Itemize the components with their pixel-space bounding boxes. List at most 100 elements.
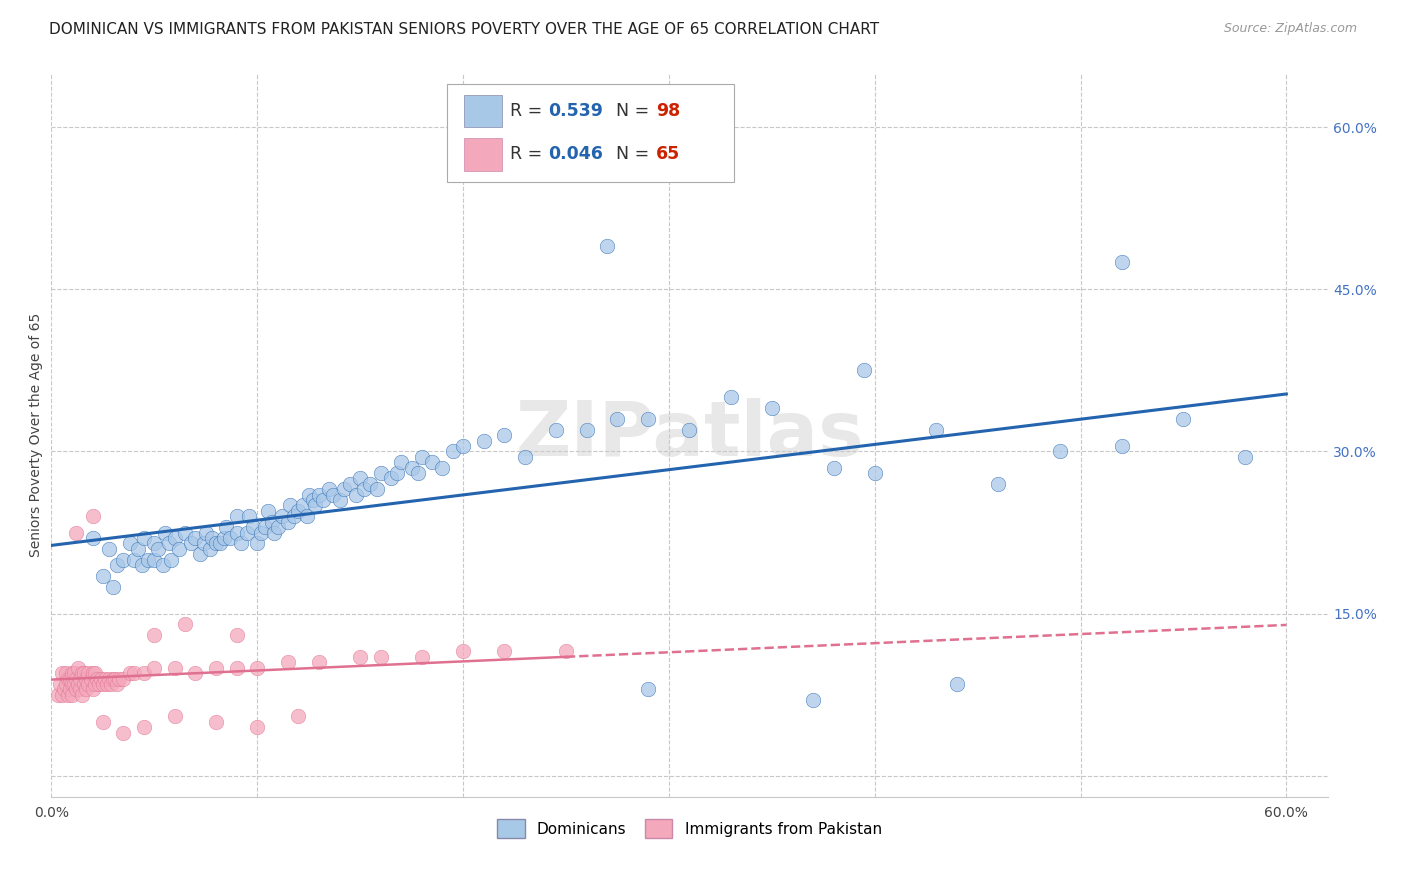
Point	[143, 628, 166, 642]
Point	[225, 509, 247, 524]
Point	[606, 412, 628, 426]
Point	[65, 672, 87, 686]
Point	[472, 434, 495, 448]
Point	[86, 672, 108, 686]
Point	[132, 531, 155, 545]
Point	[148, 541, 170, 556]
Point	[277, 655, 299, 669]
Point	[118, 536, 141, 550]
Point	[118, 666, 141, 681]
Point	[65, 525, 87, 540]
Point	[328, 493, 350, 508]
Point	[72, 688, 94, 702]
Point	[287, 709, 309, 723]
Point	[441, 444, 464, 458]
Point	[278, 499, 301, 513]
Point	[295, 509, 318, 524]
Text: N =: N =	[605, 145, 655, 163]
Point	[322, 488, 344, 502]
Point	[122, 552, 145, 566]
Point	[761, 401, 783, 416]
Point	[174, 617, 197, 632]
Point	[863, 466, 886, 480]
Text: R =: R =	[509, 145, 547, 163]
Point	[242, 520, 264, 534]
Point	[283, 509, 305, 524]
Point	[90, 672, 112, 686]
Point	[312, 493, 335, 508]
Point	[77, 677, 100, 691]
Text: 65: 65	[657, 145, 681, 163]
Point	[720, 390, 742, 404]
Point	[82, 509, 104, 524]
Point	[205, 536, 228, 550]
Point	[87, 677, 110, 691]
Point	[349, 649, 371, 664]
Point	[101, 580, 124, 594]
Point	[180, 536, 202, 550]
Point	[112, 672, 135, 686]
Point	[678, 423, 700, 437]
Point	[353, 483, 375, 497]
Point	[108, 672, 131, 686]
Point	[339, 476, 361, 491]
Text: 0.046: 0.046	[548, 145, 603, 163]
Point	[82, 531, 104, 545]
Point	[823, 460, 845, 475]
Text: N =: N =	[605, 102, 655, 120]
Point	[451, 439, 474, 453]
Point	[51, 666, 73, 681]
Point	[238, 509, 260, 524]
Point	[153, 525, 176, 540]
Point	[406, 466, 429, 480]
Point	[83, 666, 105, 681]
FancyBboxPatch shape	[447, 84, 734, 182]
Point	[56, 672, 79, 686]
Point	[51, 688, 73, 702]
Point	[60, 677, 83, 691]
Point	[298, 488, 321, 502]
Point	[946, 677, 969, 691]
Point	[925, 423, 948, 437]
Point	[69, 672, 91, 686]
Point	[277, 515, 299, 529]
Point	[236, 525, 259, 540]
Point	[420, 455, 443, 469]
Point	[98, 541, 121, 556]
Point	[163, 531, 186, 545]
Point	[193, 536, 215, 550]
Point	[1111, 255, 1133, 269]
Text: ZIPatlas: ZIPatlas	[515, 398, 863, 472]
Point	[225, 525, 247, 540]
Point	[73, 677, 96, 691]
Point	[59, 672, 82, 686]
Point	[801, 693, 824, 707]
Point	[112, 725, 135, 739]
Point	[219, 531, 242, 545]
Point	[1173, 412, 1195, 426]
Text: 98: 98	[657, 102, 681, 120]
Point	[637, 412, 659, 426]
Point	[105, 677, 128, 691]
Point	[55, 666, 77, 681]
Point	[122, 666, 145, 681]
Point	[72, 666, 94, 681]
Point	[1111, 439, 1133, 453]
Point	[73, 666, 96, 681]
Point	[304, 499, 326, 513]
Point	[101, 672, 124, 686]
Point	[143, 536, 166, 550]
Point	[75, 672, 97, 686]
Point	[167, 541, 190, 556]
Point	[555, 644, 578, 658]
Point	[494, 428, 516, 442]
Point	[82, 682, 104, 697]
Point	[77, 666, 100, 681]
Point	[205, 714, 228, 729]
Point	[596, 239, 619, 253]
Point	[60, 666, 83, 681]
Point	[104, 672, 127, 686]
Point	[100, 677, 122, 691]
Point	[246, 536, 269, 550]
Point	[308, 488, 330, 502]
